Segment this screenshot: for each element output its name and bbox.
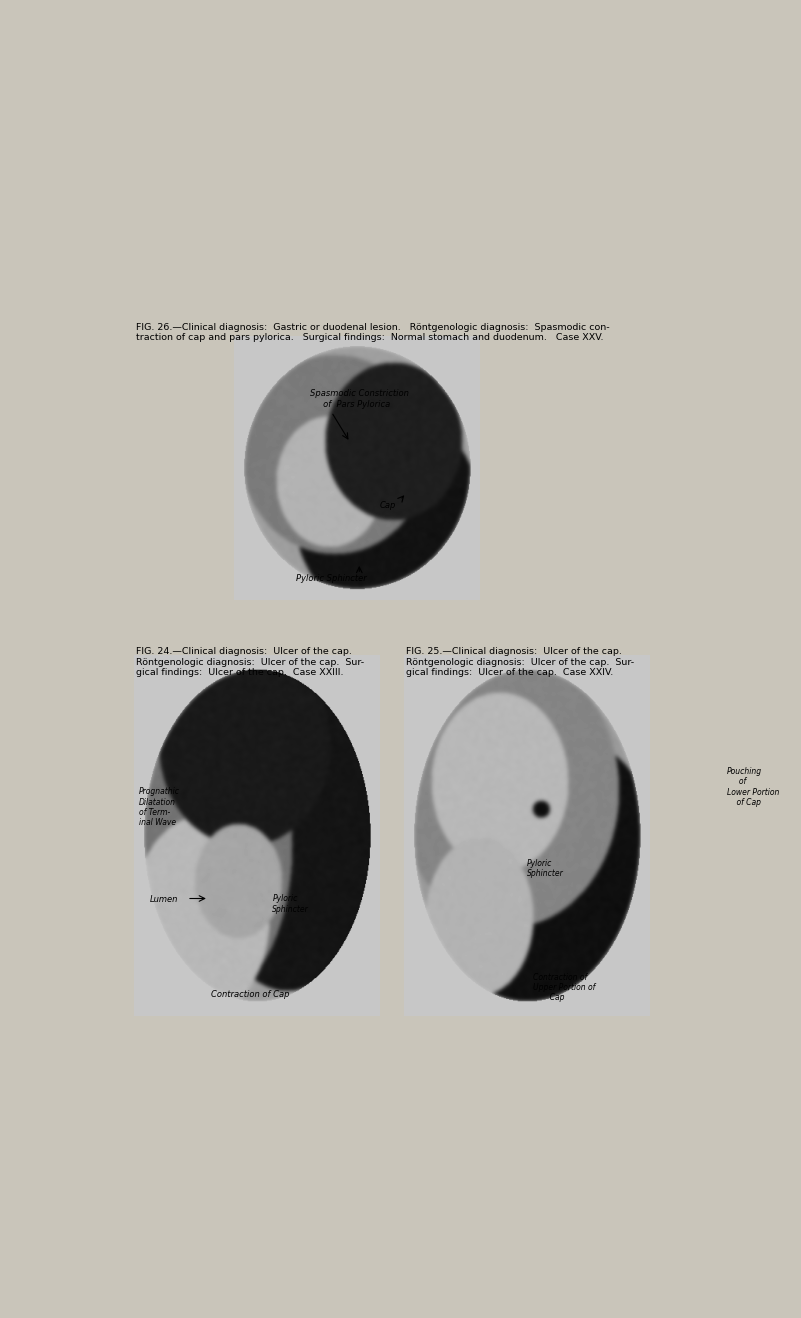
Text: Pouching
     of
Lower Portion
    of Cap: Pouching of Lower Portion of Cap [727, 767, 779, 807]
Text: FIG. 25.—Clinical diagnosis:  Ulcer of the cap.
Röntgenologic diagnosis:  Ulcer : FIG. 25.—Clinical diagnosis: Ulcer of th… [405, 647, 634, 677]
Text: Cap: Cap [380, 501, 396, 510]
Bar [234, 336, 479, 600]
Text: Pyloric Sphincter: Pyloric Sphincter [296, 575, 367, 584]
Text: FIG. 24.—Clinical diagnosis:  Ulcer of the cap.
Röntgenologic diagnosis:  Ulcer : FIG. 24.—Clinical diagnosis: Ulcer of th… [136, 647, 364, 677]
Text: Pyloric
Sphincter: Pyloric Sphincter [527, 859, 564, 878]
Bar [135, 655, 380, 1016]
Text: FIG. 26.—Clinical diagnosis:  Gastric or duodenal lesion.   Röntgenologic diagno: FIG. 26.—Clinical diagnosis: Gastric or … [136, 323, 610, 341]
Text: Spasmodic Constriction
     of  Pars Pylorica: Spasmodic Constriction of Pars Pylorica [310, 389, 409, 409]
Text: Contraction of Cap: Contraction of Cap [211, 990, 290, 999]
Text: Lumen: Lumen [150, 895, 178, 904]
Text: Contraction of
Upper Portion of
       Cap: Contraction of Upper Portion of Cap [533, 973, 595, 1003]
Bar [405, 655, 650, 1016]
Text: Pyloric
Sphincter: Pyloric Sphincter [272, 895, 309, 913]
Text: Prognathic
Dilatation
of Term-
inal Wave: Prognathic Dilatation of Term- inal Wave [139, 787, 180, 828]
